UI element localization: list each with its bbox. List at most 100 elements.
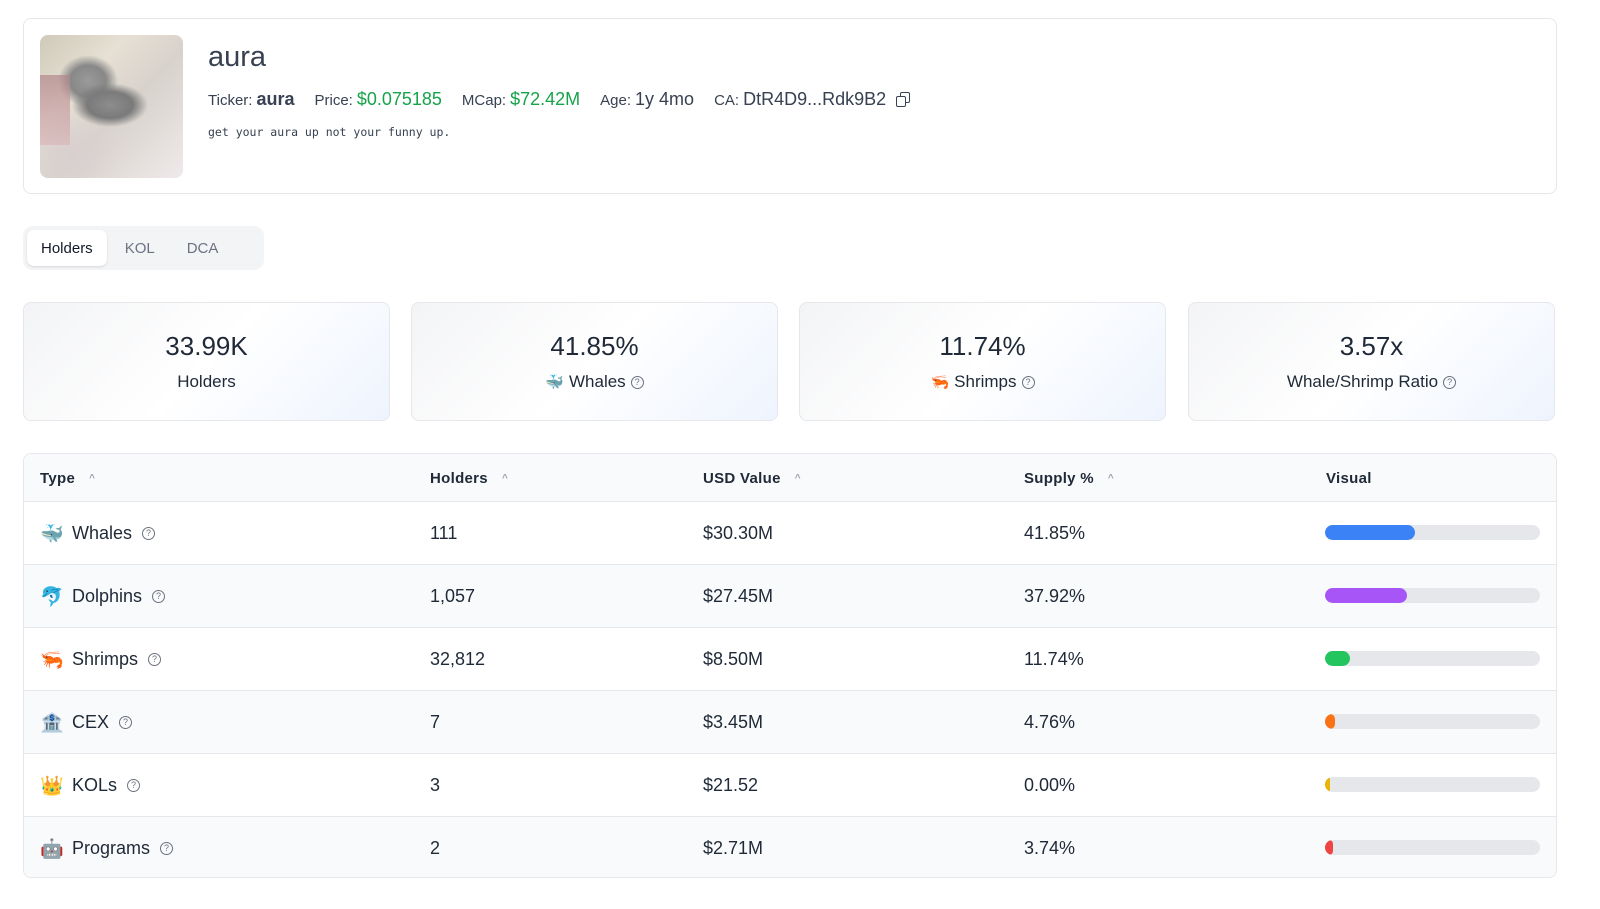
supply-cell: 3.74% xyxy=(1024,837,1076,858)
holders-cell: 111 xyxy=(430,522,458,543)
stat-label: Whale/Shrimp Ratio xyxy=(1286,372,1439,391)
usd-value-cell: $8.50M xyxy=(703,648,764,669)
type-name: CEX xyxy=(72,711,110,732)
ca-value: DtR4D9...Rdk9B2 xyxy=(743,89,887,109)
type-name: Programs xyxy=(72,837,151,858)
column-header-holders[interactable]: Holders ^ xyxy=(430,454,508,502)
help-icon[interactable]: ? xyxy=(127,778,141,792)
stat-card-shrimps: 11.74% 🦐 Shrimps ? xyxy=(799,302,1166,421)
usd-value-cell: $3.45M xyxy=(703,711,764,732)
help-icon[interactable]: ? xyxy=(148,652,162,666)
type-name: KOLs xyxy=(72,774,118,795)
tab-holders[interactable]: Holders xyxy=(27,230,107,266)
stat-value: 11.74% xyxy=(939,331,1026,361)
token-header-card: aura Ticker: aura Price: $0.075185 MCap:… xyxy=(23,18,1557,194)
mcap-label: MCap: xyxy=(461,92,507,109)
stat-value: 33.99K xyxy=(165,331,248,361)
tab-dca[interactable]: DCA xyxy=(186,239,219,257)
stat-label-row: Holders xyxy=(177,372,236,392)
supply-bar-fill xyxy=(1325,525,1415,540)
robot-icon: 🤖 xyxy=(40,837,64,860)
view-tabs: Holders KOL DCA xyxy=(23,226,264,270)
supply-bar xyxy=(1325,651,1540,666)
help-icon[interactable]: ? xyxy=(142,526,156,540)
age-value: 1y 4mo xyxy=(635,89,695,109)
whale-icon: 🐳 xyxy=(40,522,64,545)
supply-bar xyxy=(1325,525,1540,540)
help-icon[interactable]: ? xyxy=(152,589,166,603)
table-row[interactable]: 🐬 Dolphins ? 1,057 $27.45M 37.92% xyxy=(24,565,1556,628)
holders-table: Type ^ Holders ^ USD Value ^ Supply % ^ … xyxy=(23,453,1557,878)
supply-bar xyxy=(1325,588,1540,603)
header-label: Visual xyxy=(1326,469,1372,487)
ca-label: CA: xyxy=(714,92,740,109)
column-header-supply[interactable]: Supply % ^ xyxy=(1024,454,1114,502)
price-info: Price: $0.075185 xyxy=(314,89,441,110)
table-row[interactable]: 🐳 Whales ? 111 $30.30M 41.85% xyxy=(24,502,1556,565)
mcap-value: $72.42M xyxy=(510,89,581,109)
type-name: Whales xyxy=(72,522,133,543)
usd-value-cell: $21.52 xyxy=(703,774,759,795)
tab-kol[interactable]: KOL xyxy=(124,239,155,257)
column-header-usd-value[interactable]: USD Value ^ xyxy=(703,454,801,502)
contract-address-info: CA: DtR4D9...Rdk9B2 xyxy=(714,89,911,110)
supply-bar xyxy=(1325,840,1540,855)
supply-bar xyxy=(1325,777,1540,792)
column-header-type[interactable]: Type ^ xyxy=(40,454,95,502)
sort-icon: ^ xyxy=(1107,472,1115,484)
table-row[interactable]: 🤖 Programs ? 2 $2.71M 3.74% xyxy=(24,817,1556,877)
holders-cell: 32,812 xyxy=(430,648,486,669)
crown-icon: 👑 xyxy=(40,774,64,797)
help-icon[interactable]: ? xyxy=(119,715,133,729)
age-info: Age: 1y 4mo xyxy=(600,89,694,110)
table-header: Type ^ Holders ^ USD Value ^ Supply % ^ … xyxy=(24,454,1556,502)
stat-card-holders: 33.99K Holders xyxy=(23,302,390,421)
usd-value-cell: $30.30M xyxy=(703,522,774,543)
help-icon[interactable]: ? xyxy=(1443,375,1457,389)
bank-icon: 🏦 xyxy=(40,711,64,734)
token-meta-row: Ticker: aura Price: $0.075185 MCap: $72.… xyxy=(208,89,911,110)
type-cell: 🦐 Shrimps ? xyxy=(40,628,162,690)
stat-label-row: Whale/Shrimp Ratio ? xyxy=(1286,372,1457,392)
token-avatar-image xyxy=(40,35,183,178)
type-name: Dolphins xyxy=(72,585,143,606)
supply-bar-fill xyxy=(1325,777,1331,792)
help-icon[interactable]: ? xyxy=(1021,375,1035,389)
sort-icon: ^ xyxy=(89,472,96,484)
dolphin-icon: 🐬 xyxy=(40,585,64,608)
table-row[interactable]: 👑 KOLs ? 3 $21.52 0.00% xyxy=(24,754,1556,817)
stat-value: 41.85% xyxy=(550,331,639,361)
holders-cell: 1,057 xyxy=(430,585,476,606)
supply-bar-fill xyxy=(1325,651,1351,666)
sort-icon: ^ xyxy=(794,472,801,484)
table-row[interactable]: 🏦 CEX ? 7 $3.45M 4.76% xyxy=(24,691,1556,754)
header-label: Type xyxy=(40,469,76,487)
copy-icon[interactable] xyxy=(896,92,911,107)
table-row[interactable]: 🦐 Shrimps ? 32,812 $8.50M 11.74% xyxy=(24,628,1556,691)
type-cell: 🐬 Dolphins ? xyxy=(40,565,166,627)
supply-bar-fill xyxy=(1325,840,1334,855)
type-cell: 👑 KOLs ? xyxy=(40,754,141,816)
stat-label-row: 🐳 Whales ? xyxy=(545,372,644,392)
supply-cell: 41.85% xyxy=(1024,522,1086,543)
shrimp-icon: 🦐 xyxy=(930,373,950,391)
holders-cell: 3 xyxy=(430,774,441,795)
header-label: Holders xyxy=(430,469,488,487)
stat-label-row: 🦐 Shrimps ? xyxy=(930,372,1035,392)
supply-bar-fill xyxy=(1325,588,1407,603)
help-icon[interactable]: ? xyxy=(630,375,644,389)
price-label: Price: xyxy=(314,92,353,109)
stat-label: Shrimps xyxy=(954,372,1017,391)
supply-bar-fill xyxy=(1325,714,1336,729)
token-description: get your aura up not your funny up. xyxy=(208,125,451,139)
usd-value-cell: $2.71M xyxy=(703,837,764,858)
sort-icon: ^ xyxy=(501,472,509,484)
ticker-value: aura xyxy=(256,89,295,109)
stat-card-ratio: 3.57x Whale/Shrimp Ratio ? xyxy=(1188,302,1555,421)
usd-value-cell: $27.45M xyxy=(703,585,774,606)
whale-icon: 🐳 xyxy=(545,373,564,391)
stat-label: Whales xyxy=(569,372,626,391)
mcap-info: MCap: $72.42M xyxy=(462,89,580,110)
help-icon[interactable]: ? xyxy=(160,841,174,855)
age-label: Age: xyxy=(600,92,632,109)
